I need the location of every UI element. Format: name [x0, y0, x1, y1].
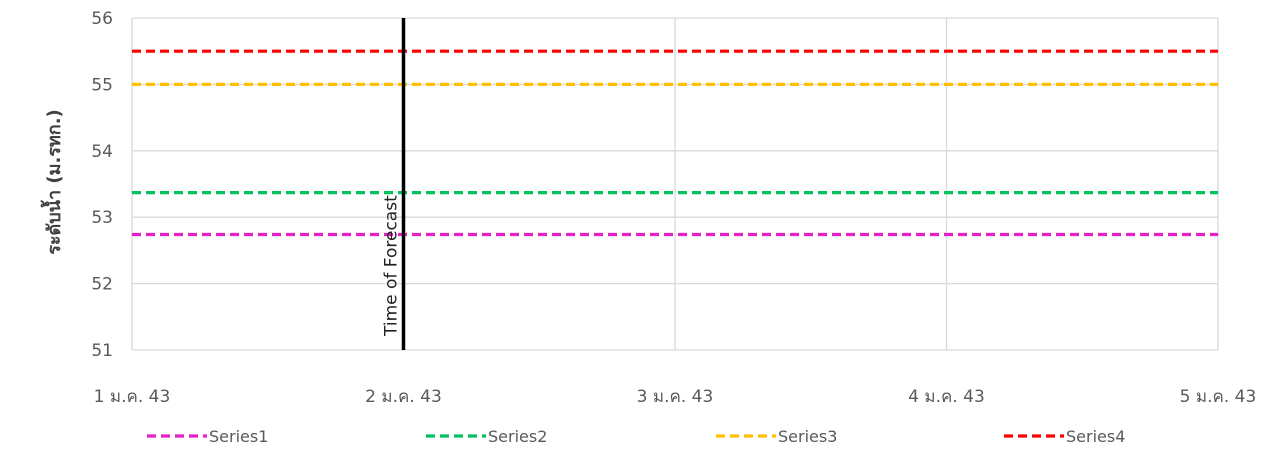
y-axis-title: ระดับน้ำ (ม.รทก.): [40, 109, 65, 255]
forecast-marker-label: Time of Forecast: [382, 195, 402, 337]
legend-label-series2: Series2: [488, 427, 547, 446]
y-tick-label: 54: [91, 142, 113, 162]
y-tick-labels: 51 52 53 54 55 56: [91, 9, 113, 361]
x-tick-labels: 1 ม.ค. 43 2 ม.ค. 43 3 ม.ค. 43 4 ม.ค. 43 5 ม.…: [94, 387, 1257, 407]
legend-label-series3: Series3: [778, 427, 837, 446]
y-tick-label: 52: [91, 275, 113, 295]
legend: Series1 Series2 Series3 Series4: [147, 427, 1125, 446]
series-layer: [132, 49, 1218, 237]
x-tick-label: 5 ม.ค. 43: [1180, 387, 1257, 407]
x-tick-label: 2 ม.ค. 43: [365, 387, 442, 407]
y-tick-label: 51: [91, 341, 113, 361]
x-tick-label: 4 ม.ค. 43: [908, 387, 985, 407]
x-tick-label: 1 ม.ค. 43: [94, 387, 171, 407]
legend-label-series4: Series4: [1066, 427, 1125, 446]
x-tick-label: 3 ม.ค. 43: [637, 387, 714, 407]
y-tick-label: 55: [91, 75, 113, 95]
y-tick-label: 53: [91, 208, 113, 228]
y-tick-label: 56: [91, 9, 113, 29]
grid: [131, 17, 1219, 351]
forecast-marker: Time of Forecast: [382, 18, 406, 350]
legend-label-series1: Series1: [209, 427, 268, 446]
